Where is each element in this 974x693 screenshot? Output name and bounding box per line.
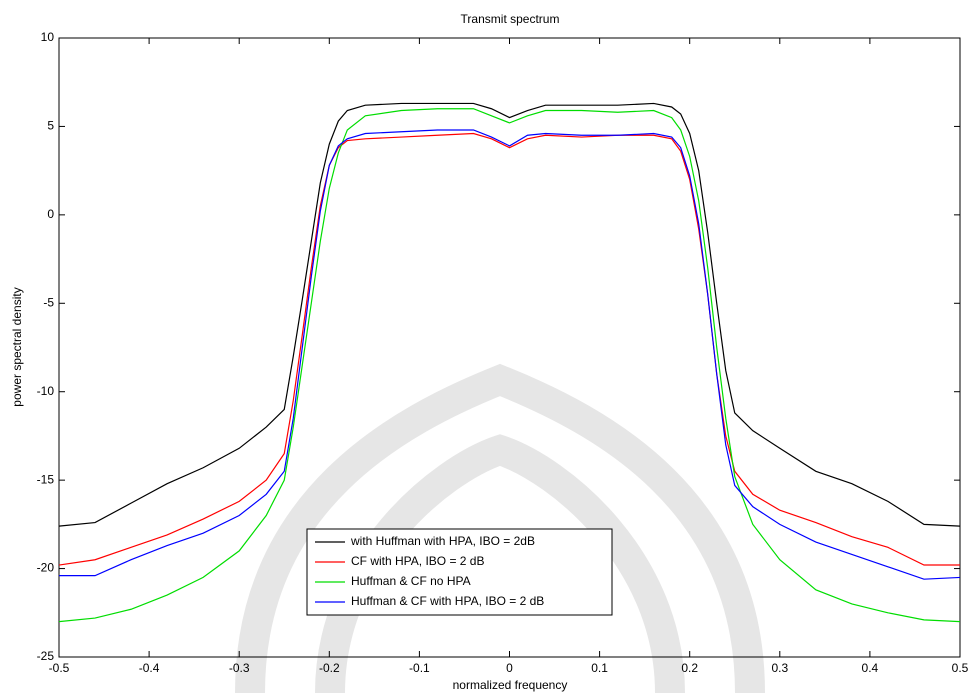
- x-tick-label: -0.2: [319, 661, 340, 675]
- legend-label: with Huffman with HPA, IBO = 2dB: [350, 534, 535, 548]
- x-tick-label: 0.1: [591, 661, 608, 675]
- x-tick-label: -0.5: [49, 661, 70, 675]
- legend-label: Huffman & CF with HPA, IBO = 2 dB: [351, 594, 544, 608]
- x-tick-label: 0.2: [681, 661, 698, 675]
- x-tick-label: 0.3: [771, 661, 788, 675]
- watermark-shape: [235, 363, 765, 693]
- y-tick-label: -10: [37, 384, 55, 398]
- chart-title: Transmit spectrum: [461, 12, 560, 26]
- y-tick-label: -20: [37, 561, 55, 575]
- y-tick-label: -25: [37, 649, 55, 663]
- y-tick-label: -5: [43, 295, 54, 309]
- legend-label: Huffman & CF no HPA: [351, 574, 471, 588]
- series-line: [58, 132, 960, 566]
- x-tick-label: 0.5: [952, 661, 969, 675]
- series-line: [59, 129, 961, 580]
- y-axis-label: power spectral density: [10, 287, 24, 406]
- y-tick-label: 10: [41, 30, 55, 44]
- x-tick-label: 0: [506, 661, 513, 675]
- series-line: [58, 102, 961, 527]
- x-tick-label: -0.1: [409, 661, 430, 675]
- legend-label: CF with HPA, IBO = 2 dB: [351, 554, 485, 568]
- y-tick-label: -15: [37, 472, 55, 486]
- x-axis-label: normalized frequency: [453, 678, 568, 692]
- x-tick-label: -0.4: [139, 661, 160, 675]
- x-tick-label: 0.4: [862, 661, 879, 675]
- y-tick-label: 0: [47, 207, 54, 221]
- legend-box: [306, 528, 613, 616]
- legend: with Huffman with HPA, IBO = 2dB CF with …: [306, 528, 613, 616]
- y-tick-label: 5: [47, 119, 54, 133]
- x-tick-label: -0.3: [229, 661, 250, 675]
